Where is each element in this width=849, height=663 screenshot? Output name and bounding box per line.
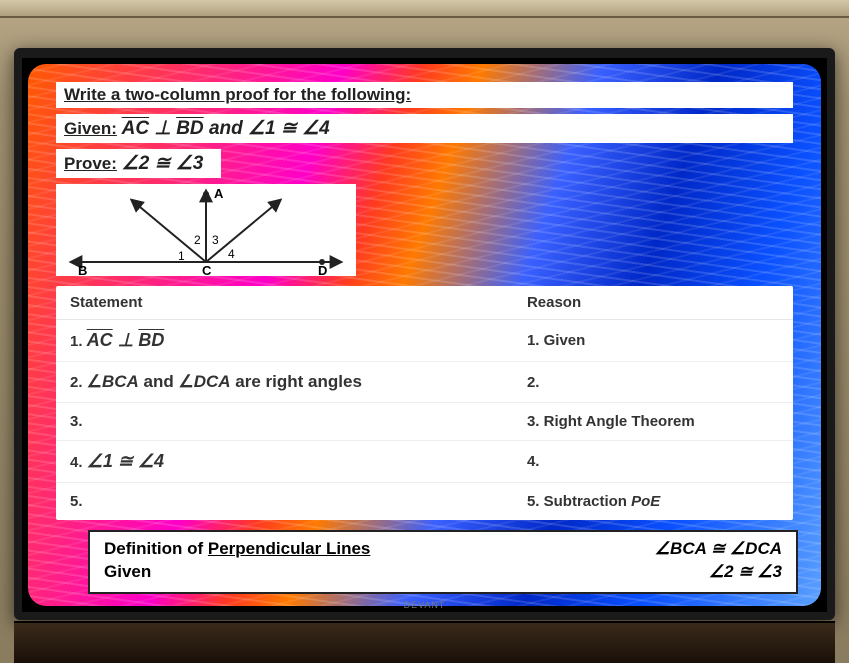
tv-frame: Write a two-column proof for the followi… — [14, 48, 835, 620]
bank-item: ∠2 ≅ ∠3 — [655, 561, 782, 584]
answer-bank: Definition of Perpendicular Lines Given … — [88, 530, 798, 594]
table-row: 4. ∠1 ≅ ∠4 4. — [56, 441, 793, 483]
diagram: A B C D 1 2 3 4 — [56, 184, 356, 276]
row-stmt: ∠BCA and ∠DCA are right angles — [87, 372, 362, 391]
proof-table: Statement Reason 1. AC ⊥ BD 1. Given 2. — [56, 286, 793, 520]
row-num: 4. — [70, 454, 83, 471]
row-reason: 1. Given — [513, 320, 793, 362]
row-reason: 3. Right Angle Theorem — [513, 403, 793, 441]
pt-B: B — [78, 263, 87, 276]
title-text: Write a two-column proof for the followi… — [64, 85, 411, 104]
row-num: 5. — [70, 493, 83, 510]
row-num: 2. — [70, 374, 83, 391]
row-reason: 2. — [513, 362, 793, 403]
bank-left: Definition of Perpendicular Lines Given — [104, 538, 370, 584]
given-math: AC ⊥ BD and ∠1 ≅ ∠4 — [122, 118, 330, 139]
slide-screen: Write a two-column proof for the followi… — [28, 64, 821, 606]
table-row: 2. ∠BCA and ∠DCA are right angles 2. — [56, 362, 793, 403]
tv-stand — [14, 621, 835, 663]
table-row: 3. 3. Right Angle Theorem — [56, 403, 793, 441]
slide-content: Write a two-column proof for the followi… — [56, 82, 793, 594]
ang-3: 3 — [212, 233, 219, 247]
col-statement: Statement — [56, 286, 513, 320]
bank-item: Given — [104, 561, 370, 584]
given-bar: Given: AC ⊥ BD and ∠1 ≅ ∠4 — [56, 114, 793, 143]
ceiling-trim — [0, 0, 849, 18]
ang-1: 1 — [178, 249, 185, 263]
pt-C: C — [202, 263, 212, 276]
ang-4: 4 — [228, 247, 235, 261]
row-num: 3. — [70, 413, 83, 430]
table-row: 5. 5. Subtraction PoE — [56, 483, 793, 521]
ang-2: 2 — [194, 233, 201, 247]
pt-A: A — [214, 186, 224, 201]
table-row: 1. AC ⊥ BD 1. Given — [56, 320, 793, 362]
col-reason: Reason — [513, 286, 793, 320]
bank-right: ∠BCA ≅ ∠DCA ∠2 ≅ ∠3 — [655, 538, 782, 584]
bank-item: Definition of Perpendicular Lines — [104, 538, 370, 561]
prove-math: ∠2 ≅ ∠3 — [122, 153, 204, 174]
bank-item: ∠BCA ≅ ∠DCA — [655, 538, 782, 561]
tv-brand-label: DEVANT — [404, 600, 446, 610]
row-stmt: ∠1 ≅ ∠4 — [87, 451, 164, 471]
row-stmt: AC ⊥ BD — [87, 330, 165, 350]
pt-D: D — [318, 263, 327, 276]
ray-right — [206, 202, 278, 262]
row-reason: 5. Subtraction PoE — [513, 483, 793, 521]
given-label: Given: — [64, 119, 117, 138]
title-bar: Write a two-column proof for the followi… — [56, 82, 793, 108]
row-num: 1. — [70, 333, 83, 350]
diagram-svg: A B C D 1 2 3 4 — [56, 184, 356, 276]
row-reason: 4. — [513, 441, 793, 483]
prove-bar: Prove: ∠2 ≅ ∠3 — [56, 149, 221, 178]
proof-table-wrap: Statement Reason 1. AC ⊥ BD 1. Given 2. — [56, 286, 793, 520]
ray-left — [134, 202, 206, 262]
prove-label: Prove: — [64, 154, 117, 173]
proof-rows: 1. AC ⊥ BD 1. Given 2. ∠BCA and ∠DCA are… — [56, 320, 793, 521]
